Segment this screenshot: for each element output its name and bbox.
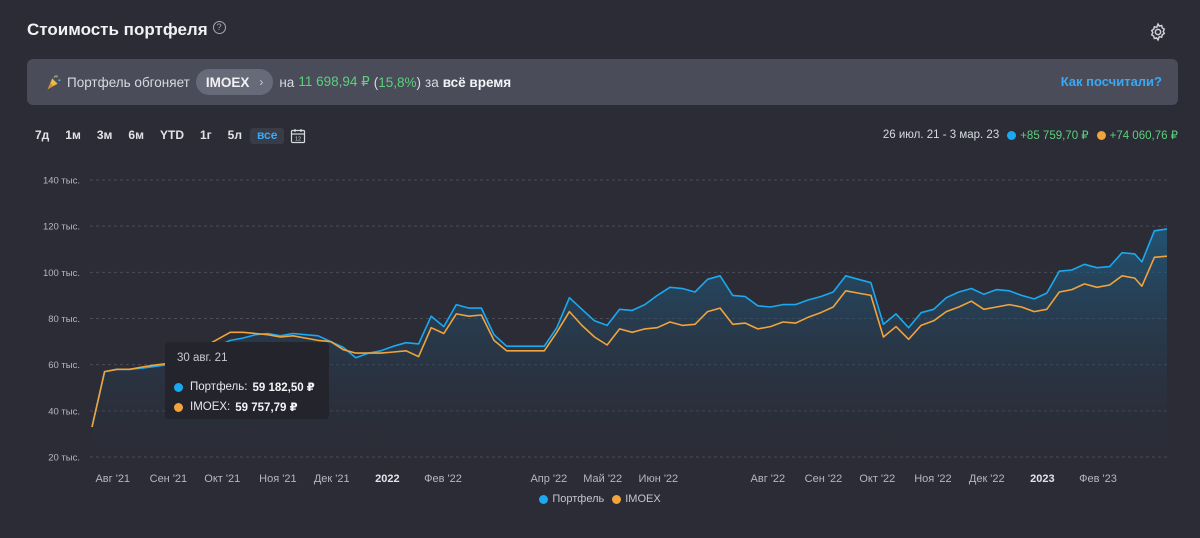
series-line-imoex [91,255,1168,428]
imoex-change: +74 060,76 ₽ [1109,130,1178,142]
y-tick-label: 20 тыс. [48,453,80,464]
gear-icon[interactable] [1148,22,1168,42]
banner-period: всё время [442,74,512,90]
y-tick-label: 80 тыс. [48,314,80,325]
help-icon[interactable]: ? [212,20,226,34]
y-tick-label: 100 тыс. [43,268,80,279]
x-tick-label: 2023 [1030,473,1054,485]
chevron-right-icon: › [259,75,264,89]
period-all[interactable]: все [249,128,285,144]
y-tick-label: 40 тыс. [48,406,80,417]
banner-amount: 11 698,94 ₽ [298,74,370,89]
tooltip-row-imoex: IMOEX: 59 757,79 ₽ [174,400,298,414]
portfolio-dot-icon [1007,130,1017,140]
party-popper-icon [47,75,61,90]
tooltip-portfolio-dot-icon [174,382,183,392]
banner-for: за [425,74,439,90]
calendar-icon[interactable]: 12 [290,128,306,144]
period-1y[interactable]: 1г [199,128,212,142]
tooltip-imoex-label: IMOEX: [190,401,231,413]
banner-prefix: Портфель обгоняет [67,74,190,90]
page-title: Стоимость портфеля [27,20,208,39]
period-6m[interactable]: 6м [128,128,144,142]
x-tick-label: Дек '21 [314,473,350,485]
y-tick-label: 120 тыс. [43,222,80,233]
tooltip-date: 30 авг. 21 [177,352,228,364]
tooltip-imoex-value: 59 757,79 ₽ [235,402,298,414]
x-tick-label: Сен '22 [805,473,843,485]
x-tick-label: Дек '22 [969,473,1005,485]
series-line-portfolio [91,228,1168,428]
banner-percent: 15,8% [378,74,417,90]
x-tick-label: Авг '21 [95,473,130,485]
imoex-legend-dot-icon [612,494,622,504]
title-row: Стоимость портфеля ? [27,20,226,40]
imoex-dot-icon [1096,130,1106,140]
how-calculated-link[interactable]: Как посчитали? [1060,74,1162,89]
date-range: 26 июл. 21 - 3 мар. 23 [882,129,1000,141]
banner-on: на [279,74,295,90]
x-tick-label: Ноя '21 [259,473,296,485]
svg-text:12: 12 [295,137,301,143]
x-tick-label: Окт '21 [204,473,240,485]
banner-paren-close: ) [416,74,422,90]
period-3m[interactable]: 3м [96,128,113,142]
chart-legend: Портфель IMOEX [0,493,1200,505]
period-1m[interactable]: 1м [65,128,81,142]
tooltip-portfolio-label: Портфель: [190,381,248,393]
banner-paren-open: ( [373,74,379,90]
portfolio-legend-dot-icon [539,494,549,504]
comparison-banner: Портфель обгоняет IMOEX › на 11 698,94 ₽… [27,59,1178,105]
period-7d[interactable]: 7д [35,128,50,142]
x-tick-label: Окт '22 [859,473,895,485]
y-tick-label: 60 тыс. [48,360,80,371]
x-tick-label: Ноя '22 [914,473,951,485]
range-summary: 26 июл. 21 - 3 мар. 23 +85 759,70 ₽ +74 … [883,128,1178,142]
legend-item-portfolio[interactable]: Портфель [539,493,604,505]
x-tick-label: Май '22 [583,473,622,485]
tooltip-row-portfolio: Портфель: 59 182,50 ₽ [174,380,315,394]
x-tick-label: 2022 [375,473,399,485]
x-tick-label: Июн '22 [639,473,679,485]
period-5y[interactable]: 5л [227,128,242,142]
x-tick-label: Сен '21 [150,473,188,485]
tooltip-imoex-dot-icon [174,402,183,412]
portfolio-area [92,228,1167,457]
x-tick-label: Фев '23 [1079,473,1117,485]
x-tick-label: Авг '22 [751,473,786,485]
period-ytd[interactable]: YTD [159,128,184,142]
legend-label-portfolio: Портфель [552,493,605,505]
legend-item-imoex[interactable]: IMOEX [612,493,661,505]
legend-label-imoex: IMOEX [625,493,661,505]
period-selector: 7д 1м 3м 6м YTD 1г 5л все 12 [27,128,306,144]
tooltip-portfolio-value: 59 182,50 ₽ [252,382,315,394]
y-tick-label: 140 тыс. [43,176,80,187]
benchmark-label: IMOEX [205,74,250,90]
x-tick-label: Фев '22 [424,473,462,485]
portfolio-change: +85 759,70 ₽ [1020,130,1089,142]
chart-tooltip: 30 авг. 21 Портфель: 59 182,50 ₽ IMOEX: … [165,342,329,419]
benchmark-selector[interactable]: IMOEX › [195,69,274,95]
portfolio-chart[interactable]: 20 тыс. 40 тыс. 60 тыс. 80 тыс. 100 тыс. 120 … [0,160,1200,490]
x-tick-label: Апр '22 [530,473,567,485]
